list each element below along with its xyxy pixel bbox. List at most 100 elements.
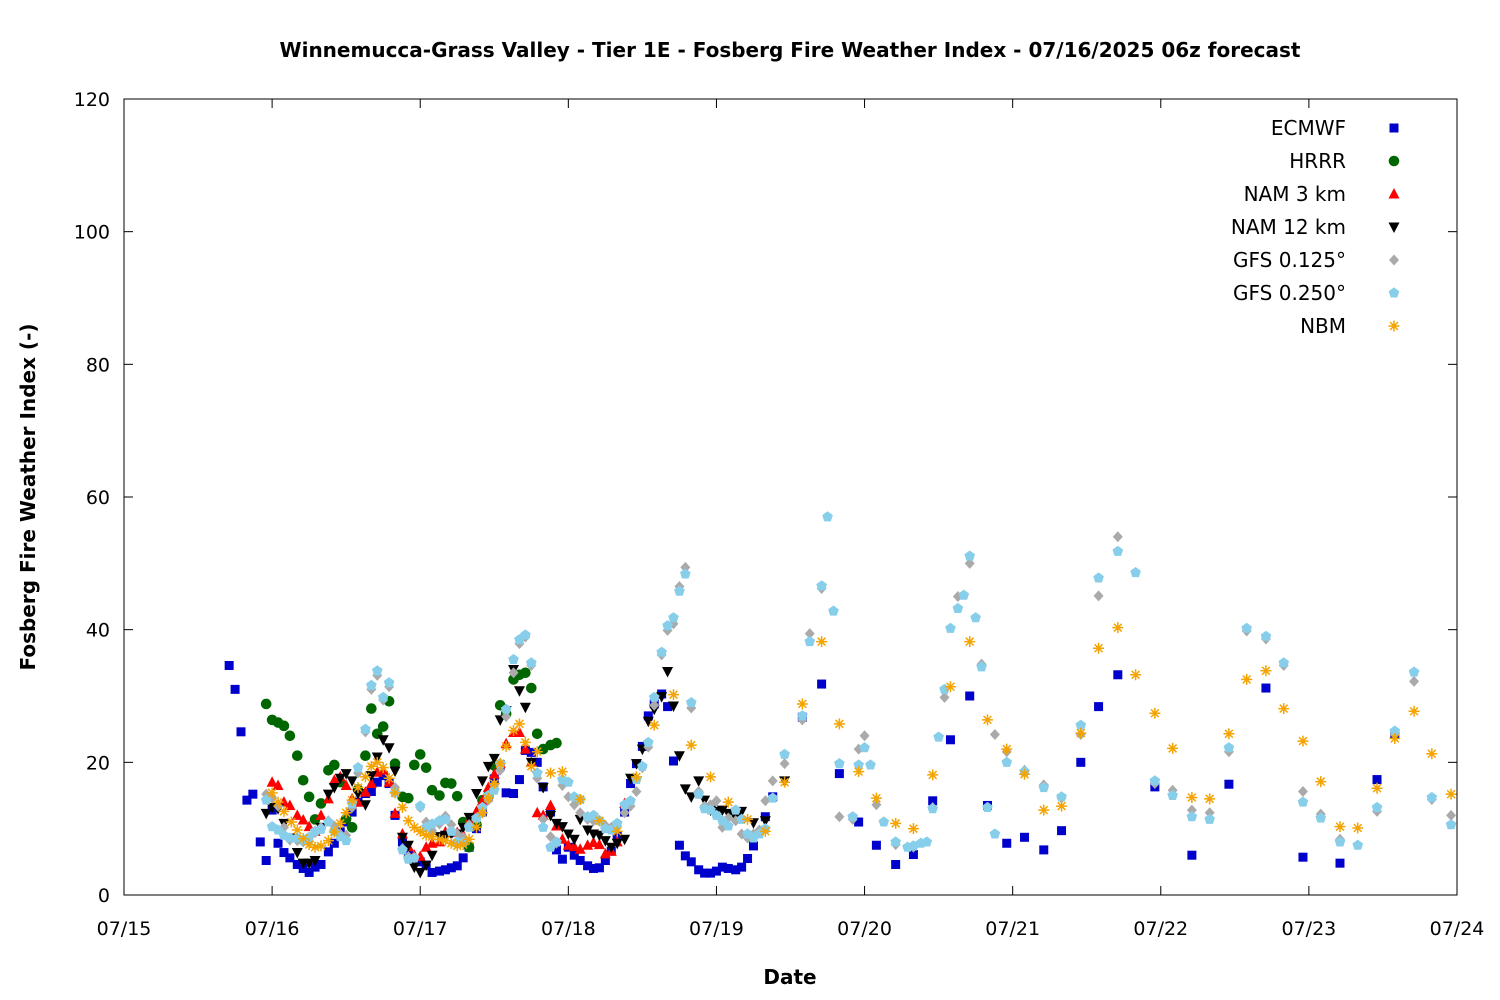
data-point bbox=[278, 720, 290, 732]
data-point bbox=[458, 853, 468, 863]
legend-label: GFS 0.250° bbox=[1233, 281, 1346, 305]
data-point bbox=[352, 782, 364, 794]
data-point bbox=[717, 815, 728, 826]
data-point bbox=[426, 818, 438, 829]
data-point bbox=[1389, 725, 1401, 736]
data-point bbox=[303, 858, 315, 870]
data-point bbox=[463, 821, 475, 832]
data-point bbox=[1130, 567, 1141, 578]
data-point bbox=[532, 757, 542, 767]
data-point bbox=[1076, 757, 1086, 767]
data-point bbox=[396, 801, 408, 813]
data-point bbox=[1445, 788, 1457, 800]
data-point bbox=[513, 686, 525, 697]
data-point bbox=[748, 841, 758, 851]
data-point bbox=[322, 789, 334, 801]
legend-label: NBM bbox=[1300, 314, 1346, 338]
data-point bbox=[759, 825, 771, 837]
legend-label: NAM 12 km bbox=[1231, 215, 1346, 239]
data-point bbox=[1298, 852, 1308, 862]
data-point bbox=[266, 776, 278, 787]
data-point bbox=[1352, 839, 1364, 850]
data-point bbox=[562, 829, 574, 840]
data-point bbox=[414, 867, 426, 879]
data-point bbox=[278, 796, 290, 807]
legend-marker bbox=[1388, 287, 1400, 298]
data-point bbox=[366, 679, 377, 690]
data-point bbox=[593, 815, 605, 827]
data-point bbox=[611, 838, 623, 850]
data-point bbox=[722, 820, 734, 831]
data-point bbox=[255, 837, 265, 847]
data-point bbox=[1112, 531, 1123, 543]
data-point bbox=[964, 550, 976, 561]
data-point bbox=[272, 824, 284, 835]
data-point bbox=[365, 777, 377, 789]
data-point bbox=[779, 748, 790, 759]
data-point bbox=[1352, 822, 1364, 834]
data-point bbox=[261, 856, 271, 866]
data-point bbox=[1204, 793, 1216, 805]
data-point bbox=[236, 727, 246, 737]
data-point bbox=[662, 620, 673, 631]
data-point bbox=[334, 817, 346, 829]
data-point bbox=[599, 847, 611, 859]
data-point bbox=[589, 863, 599, 873]
x-tick-label: 07/24 bbox=[1430, 918, 1485, 940]
x-tick-label: 07/16 bbox=[245, 918, 300, 940]
data-point bbox=[408, 821, 420, 833]
data-point bbox=[816, 636, 828, 648]
data-point bbox=[446, 863, 456, 873]
data-point bbox=[297, 814, 309, 825]
data-point bbox=[329, 759, 340, 771]
y-axis-title: Fosberg Fire Weather Index (-) bbox=[16, 323, 40, 670]
data-point bbox=[360, 750, 371, 761]
data-point bbox=[360, 723, 371, 734]
data-point bbox=[537, 783, 549, 794]
legend-label: HRRR bbox=[1289, 149, 1346, 173]
data-point bbox=[415, 857, 425, 867]
data-point bbox=[1297, 796, 1309, 807]
data-point bbox=[1093, 642, 1105, 654]
data-point bbox=[279, 848, 289, 858]
data-point bbox=[1372, 775, 1382, 785]
data-point bbox=[434, 790, 445, 801]
data-point bbox=[340, 835, 352, 846]
data-point bbox=[611, 817, 623, 828]
series-5 bbox=[260, 511, 1457, 864]
data-point bbox=[396, 832, 408, 844]
data-point bbox=[476, 794, 488, 806]
data-point bbox=[297, 774, 309, 786]
data-point bbox=[685, 739, 697, 751]
axes: 0 20 40 60 80 100 120 07/15 07/16 07/17 07/18 07/19… bbox=[74, 89, 1485, 940]
data-point bbox=[434, 866, 444, 876]
data-point bbox=[964, 636, 976, 648]
data-point bbox=[476, 807, 488, 819]
data-point bbox=[673, 751, 685, 762]
data-point bbox=[427, 867, 437, 877]
data-point bbox=[853, 759, 864, 770]
data-point bbox=[989, 728, 1000, 740]
data-point bbox=[981, 714, 993, 726]
data-point bbox=[538, 813, 549, 825]
data-point bbox=[224, 660, 234, 670]
data-point bbox=[371, 756, 383, 768]
data-point bbox=[323, 847, 333, 857]
data-point bbox=[1093, 572, 1104, 583]
data-point bbox=[705, 804, 716, 815]
series-4 bbox=[261, 531, 1457, 864]
data-point bbox=[568, 840, 580, 852]
data-point bbox=[593, 830, 605, 842]
data-point bbox=[663, 702, 673, 712]
data-point bbox=[383, 743, 395, 754]
data-point bbox=[833, 718, 845, 730]
data-point bbox=[315, 840, 327, 852]
data-point bbox=[958, 589, 970, 600]
data-point bbox=[989, 828, 1001, 839]
data-point bbox=[1261, 683, 1271, 693]
data-point bbox=[1167, 742, 1179, 754]
data-point bbox=[297, 833, 309, 845]
data-point bbox=[284, 832, 296, 843]
data-point bbox=[303, 839, 315, 851]
data-point bbox=[847, 811, 859, 822]
